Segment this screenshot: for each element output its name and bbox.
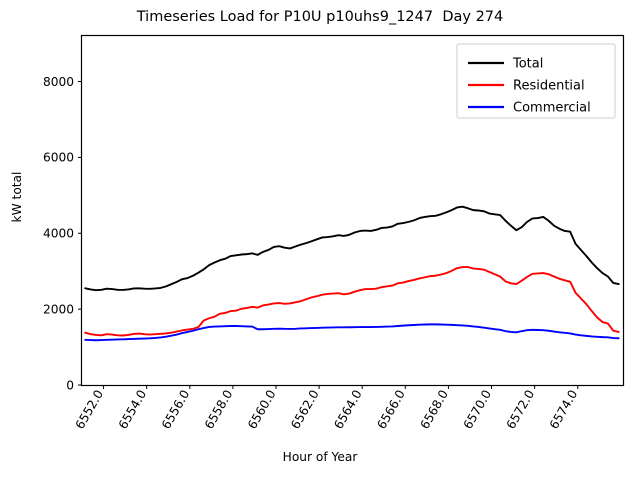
x-tick-label: 6566.0 bbox=[374, 388, 407, 432]
series-group bbox=[84, 205, 620, 342]
y-tick-label: 8000 bbox=[43, 75, 74, 89]
x-tick-group: 6552.0 6554.0 6556.0 6558.0 6560.0 6562.0 6564… bbox=[73, 385, 580, 432]
series-line-residential bbox=[84, 266, 620, 337]
x-axis-label: Hour of Year bbox=[282, 450, 358, 464]
y-tick-label: 2000 bbox=[43, 302, 74, 316]
y-tick-label: 6000 bbox=[43, 151, 74, 165]
chart-title: Timeseries Load for P10U p10uhs9_1247 Da… bbox=[136, 9, 504, 25]
x-tick-label: 6552.0 bbox=[73, 388, 106, 432]
series-line-commercial bbox=[84, 323, 620, 342]
x-tick-label: 6570.0 bbox=[461, 388, 494, 432]
x-tick-label: 6560.0 bbox=[245, 388, 278, 432]
x-tick-label: 6564.0 bbox=[331, 388, 364, 432]
y-tick-group: 0 2000 4000 6000 8000 bbox=[43, 75, 82, 392]
legend-label-total: Total bbox=[512, 57, 543, 72]
x-tick-label: 6562.0 bbox=[288, 388, 321, 432]
x-tick-label: 6558.0 bbox=[202, 388, 235, 432]
axes-group bbox=[80, 34, 625, 387]
y-tick-label: 0 bbox=[66, 378, 74, 392]
x-tick-label: 6568.0 bbox=[418, 388, 451, 432]
x-tick-label: 6574.0 bbox=[547, 388, 580, 432]
y-tick-label: 4000 bbox=[43, 227, 74, 241]
legend-label-residential: Residential bbox=[513, 79, 585, 94]
x-tick-label: 6556.0 bbox=[159, 388, 192, 432]
x-tick-label: 6554.0 bbox=[116, 388, 149, 432]
plot-frame bbox=[80, 34, 625, 387]
series-line-total bbox=[84, 205, 620, 292]
x-tick-label: 6572.0 bbox=[504, 388, 537, 432]
chart-legend: Total Residential Commercial bbox=[456, 43, 616, 119]
legend-label-commercial: Commercial bbox=[513, 101, 591, 116]
